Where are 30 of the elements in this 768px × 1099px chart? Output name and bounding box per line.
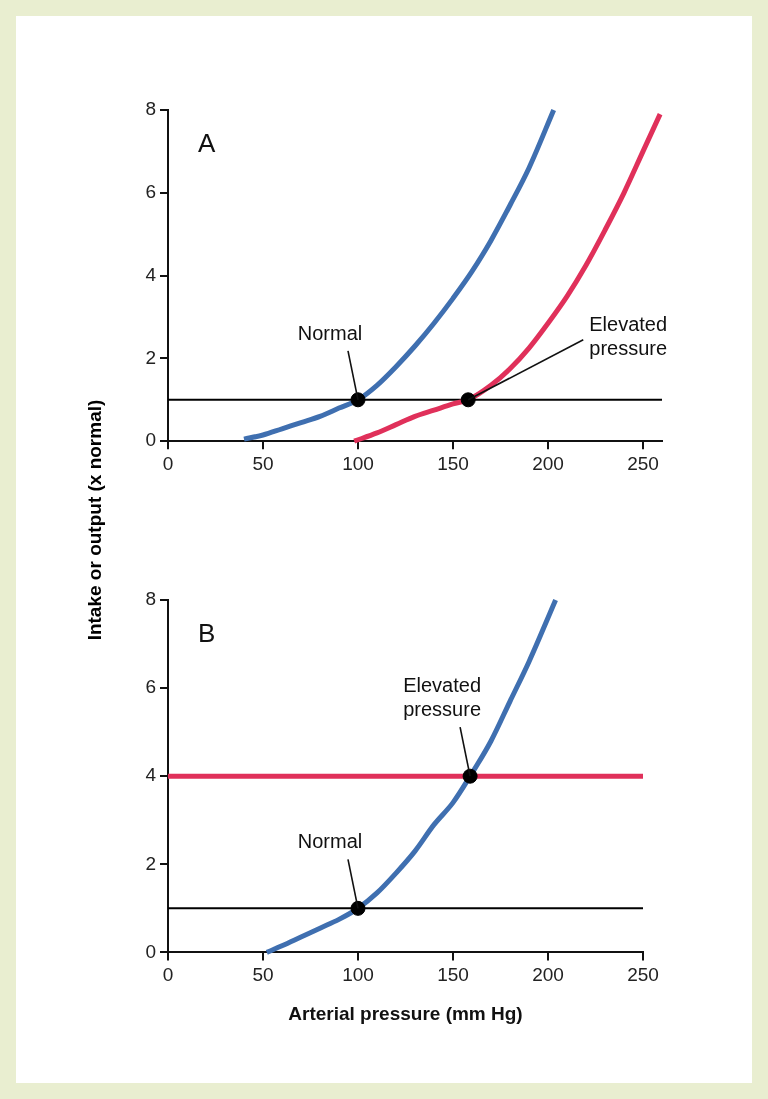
y-tick-label: 8 <box>145 588 156 610</box>
annotation: Elevated pressure <box>403 674 482 721</box>
x-tick-label: 150 <box>437 452 469 474</box>
annotation: Normal <box>297 830 363 853</box>
y-tick-label: 8 <box>145 98 156 120</box>
annotation: B <box>198 618 216 648</box>
x-tick-label: 100 <box>342 964 374 986</box>
x-tick-label: 0 <box>162 452 174 474</box>
y-tick-label: 2 <box>145 852 156 874</box>
y-tick-label: 2 <box>145 346 156 368</box>
annotation: A <box>198 128 216 158</box>
x-tick-label: 150 <box>437 964 469 986</box>
y-tick-label: 6 <box>145 181 156 203</box>
y-tick-label: 4 <box>145 263 157 285</box>
x-tick-label: 0 <box>162 964 174 986</box>
x-tick-label: 250 <box>627 452 659 474</box>
x-tick-label: 200 <box>532 964 564 986</box>
x-tick-label: 200 <box>532 452 564 474</box>
x-tick-label: 50 <box>252 452 274 474</box>
y-tick-label: 0 <box>145 940 156 962</box>
y-tick-label: 0 <box>145 429 156 451</box>
y-tick-label: 4 <box>145 764 157 786</box>
x-tick-label: 250 <box>627 964 659 986</box>
annotation: Normal <box>297 321 363 344</box>
y-axis-title: Intake or output (x normal) <box>83 399 106 641</box>
x-tick-label: 100 <box>342 452 374 474</box>
x-axis-title: Arterial pressure (mm Hg) <box>288 1002 523 1024</box>
y-tick-label: 6 <box>145 676 156 698</box>
annotation: Elevated pressure <box>589 312 668 359</box>
x-tick-label: 50 <box>252 964 274 986</box>
